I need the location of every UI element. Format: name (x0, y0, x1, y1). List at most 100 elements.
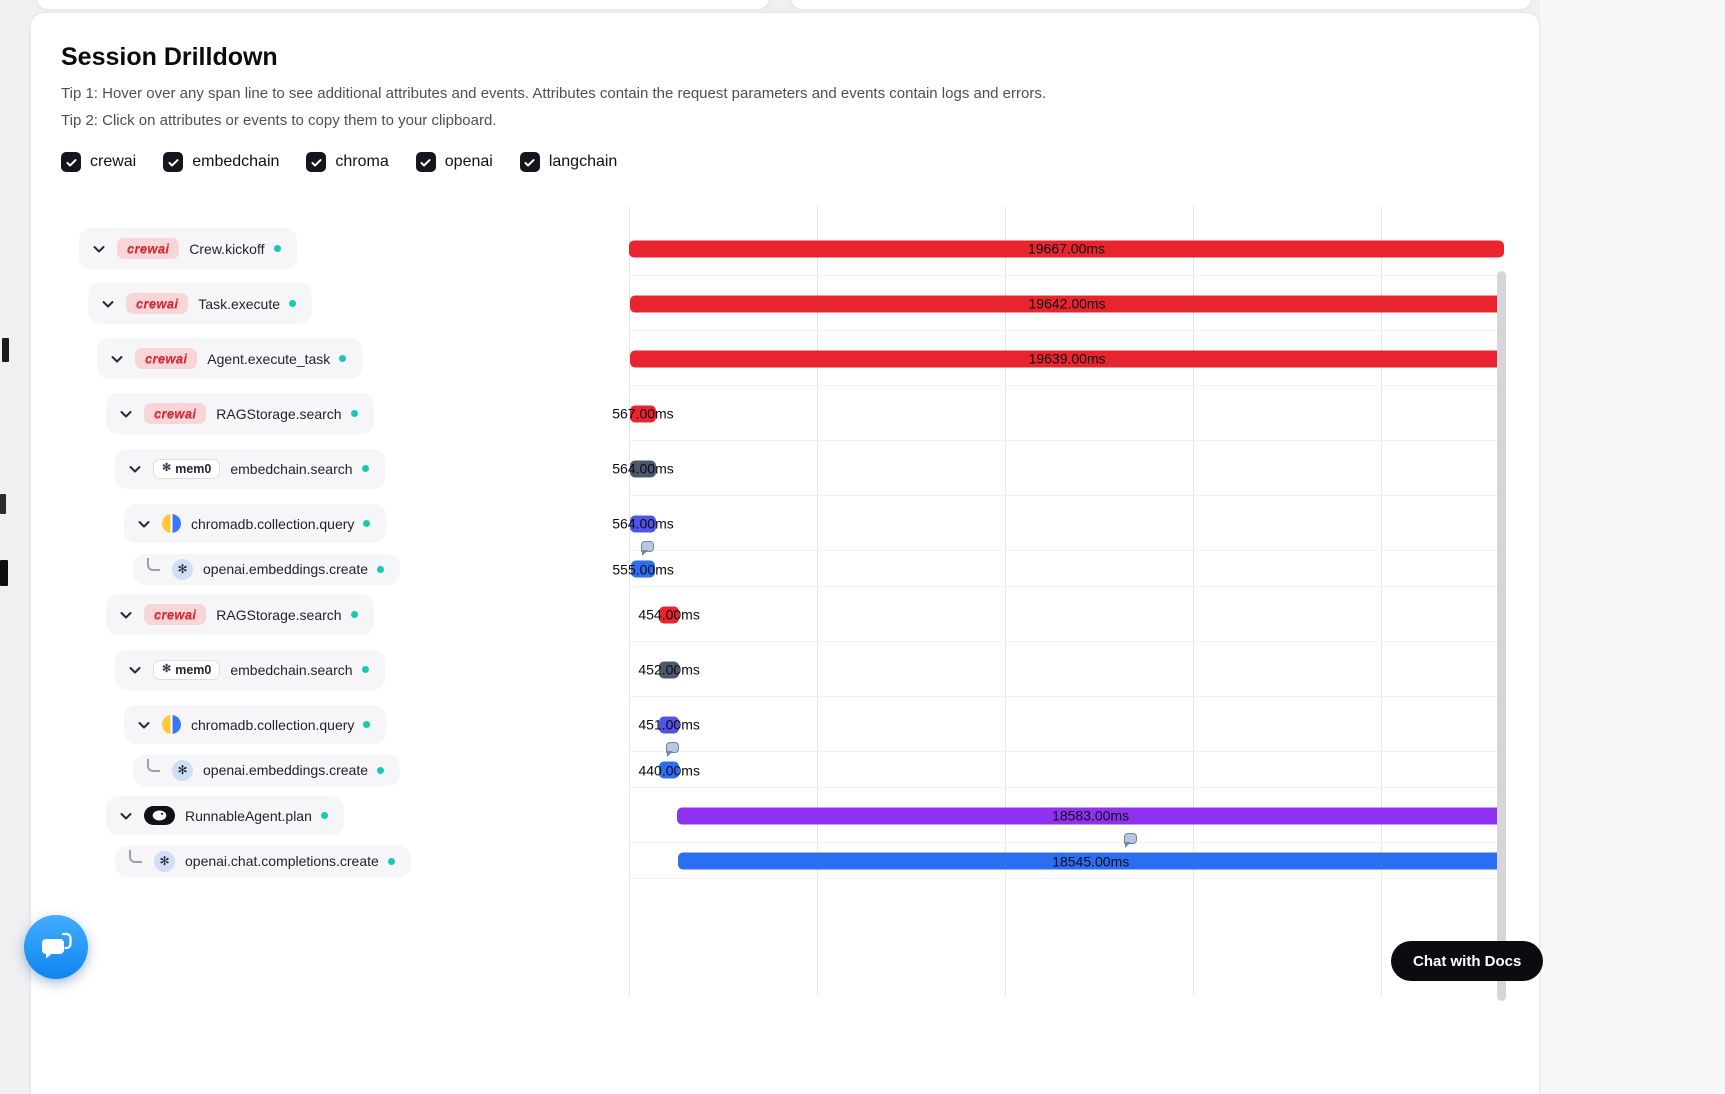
span-row[interactable]: chromadb.collection.query 564.00ms (31, 496, 1539, 551)
span-timeline: 564.00ms (612, 496, 1504, 551)
span-row[interactable]: crewai Crew.kickoff 19667.00ms (31, 221, 1539, 276)
vendor-filter-embedchain[interactable]: embedchain (163, 152, 279, 172)
status-dot (273, 245, 281, 252)
span-bar[interactable]: 452.00ms (638, 661, 700, 678)
span-row[interactable]: crewai Agent.execute_task 19639.00ms (31, 331, 1539, 386)
span-label-group[interactable]: crewai Agent.execute_task (97, 338, 363, 379)
status-dot (350, 611, 358, 618)
timeline-gridline (1193, 206, 1194, 995)
span-name: openai.chat.completions.create (185, 853, 379, 869)
span-row[interactable]: ✻ mem0 embedchain.search 564.00ms (31, 441, 1539, 496)
span-name: Agent.execute_task (207, 350, 331, 367)
vendor-filter-chroma[interactable]: chroma (306, 152, 389, 172)
span-duration-label: 567.00ms (612, 405, 674, 422)
chroma-logo (162, 715, 181, 734)
span-label-group[interactable]: ✻ openai.chat.completions.create (115, 845, 411, 877)
chevron-down-icon[interactable] (118, 607, 134, 623)
checkbox-checked-icon[interactable] (306, 152, 327, 172)
span-row[interactable]: crewai RAGStorage.search 567.00ms (31, 386, 1539, 441)
span-row[interactable]: RunnableAgent.plan 18583.00ms (31, 788, 1539, 843)
trace-waterfall: crewai Crew.kickoff 19667.00ms crewai Ta… (31, 206, 1539, 1001)
event-bubble-icon[interactable] (666, 742, 680, 757)
chevron-down-icon[interactable] (136, 717, 152, 733)
checkbox-checked-icon[interactable] (415, 152, 436, 172)
span-bar[interactable]: 564.00ms (612, 460, 674, 477)
chevron-down-icon[interactable] (127, 662, 143, 678)
event-bubble-icon[interactable] (641, 541, 654, 556)
event-bubble-icon[interactable] (1124, 833, 1137, 848)
mem0-logo: ✻ mem0 (153, 458, 221, 479)
checkbox-checked-icon[interactable] (519, 152, 540, 172)
chevron-down-icon[interactable] (109, 351, 125, 367)
span-bar[interactable]: 564.00ms (612, 515, 674, 532)
span-row[interactable]: chromadb.collection.query 451.00ms (31, 697, 1539, 752)
vendor-filter-label: crewai (90, 153, 137, 170)
span-label-group[interactable]: crewai Task.execute (88, 283, 312, 324)
span-bar[interactable]: 454.00ms (638, 606, 700, 623)
vendor-filter-langchain[interactable]: langchain (519, 152, 617, 172)
span-duration-label: 454.00ms (638, 606, 700, 623)
span-bar[interactable]: 440.00ms (638, 761, 700, 779)
span-label-group[interactable]: chromadb.collection.query (124, 504, 387, 543)
span-row[interactable]: ✻ openai.embeddings.create 555.00ms (31, 541, 1539, 587)
chevron-down-icon[interactable] (118, 808, 134, 824)
checkbox-checked-icon[interactable] (61, 152, 81, 172)
span-bar[interactable]: 19667.00ms (629, 240, 1504, 257)
chevron-down-icon[interactable] (127, 461, 143, 477)
timeline-gridline (1005, 206, 1006, 995)
vendor-filter-crewai[interactable]: crewai (61, 152, 136, 172)
chat-launcher-button[interactable] (24, 915, 88, 979)
vendor-filter-openai[interactable]: openai (415, 152, 493, 172)
chevron-down-icon[interactable] (136, 516, 152, 532)
span-row[interactable]: crewai RAGStorage.search 454.00ms (31, 587, 1539, 642)
span-row[interactable]: ✻ openai.embeddings.create 440.00ms (31, 742, 1539, 788)
span-name: RAGStorage.search (216, 405, 342, 422)
crewai-logo: crewai (135, 348, 198, 369)
span-name: openai.embeddings.create (203, 762, 369, 778)
vertical-scrollbar[interactable] (1497, 271, 1506, 1001)
tip-2-text: Tip 2: Click on attributes or events to … (61, 112, 497, 129)
chevron-down-icon[interactable] (100, 296, 116, 312)
status-dot (361, 666, 369, 673)
chat-with-docs-button[interactable]: Chat with Docs (1391, 941, 1544, 981)
openai-logo: ✻ (172, 558, 193, 580)
chevron-down-icon[interactable] (91, 241, 107, 257)
status-dot (363, 721, 371, 728)
top-card-right (790, 0, 1532, 10)
span-label-group[interactable]: crewai RAGStorage.search (106, 393, 374, 434)
span-label-group[interactable]: crewai RAGStorage.search (106, 594, 374, 635)
vendor-filter-label: embedchain (192, 153, 280, 170)
span-bar[interactable]: 451.00ms (638, 716, 700, 733)
page-edge-artifact (0, 494, 6, 514)
span-label-group[interactable]: RunnableAgent.plan (106, 796, 344, 835)
span-bar[interactable]: 18583.00ms (677, 807, 1504, 824)
span-bar[interactable]: 555.00ms (612, 560, 674, 578)
page-edge-artifact (2, 338, 9, 362)
span-duration-label: 19639.00ms (1028, 350, 1106, 367)
span-bar[interactable]: 19639.00ms (630, 350, 1504, 367)
span-bar[interactable]: 567.00ms (612, 405, 674, 422)
span-row[interactable]: ✻ mem0 embedchain.search 452.00ms (31, 642, 1539, 697)
span-row[interactable]: crewai Task.execute 19642.00ms (31, 276, 1539, 331)
span-bar[interactable]: 19642.00ms (630, 295, 1504, 312)
chroma-logo (162, 514, 181, 533)
openai-knot-icon: ✻ (177, 763, 188, 777)
span-label-group[interactable]: ✻ mem0 embedchain.search (115, 649, 385, 690)
span-timeline: 564.00ms (612, 441, 1504, 496)
check-icon (168, 158, 179, 166)
chevron-down-icon[interactable] (118, 406, 134, 422)
mem0-flower-icon: ✻ (162, 462, 172, 474)
span-label-group[interactable]: ✻ openai.embeddings.create (133, 754, 401, 786)
page-edge-artifact (0, 560, 8, 586)
check-icon (420, 158, 431, 166)
branch-connector-icon (147, 759, 160, 772)
span-label-group[interactable]: chromadb.collection.query (124, 705, 387, 744)
span-label-group[interactable]: crewai Crew.kickoff (79, 228, 297, 269)
span-row[interactable]: ✻ openai.chat.completions.create 18545.0… (31, 833, 1539, 879)
span-bar[interactable]: 18545.00ms (678, 852, 1504, 870)
openai-knot-icon: ✻ (177, 562, 188, 576)
span-label-group[interactable]: ✻ openai.embeddings.create (133, 553, 401, 585)
span-label-group[interactable]: ✻ mem0 embedchain.search (115, 448, 385, 489)
checkbox-checked-icon[interactable] (163, 152, 184, 172)
